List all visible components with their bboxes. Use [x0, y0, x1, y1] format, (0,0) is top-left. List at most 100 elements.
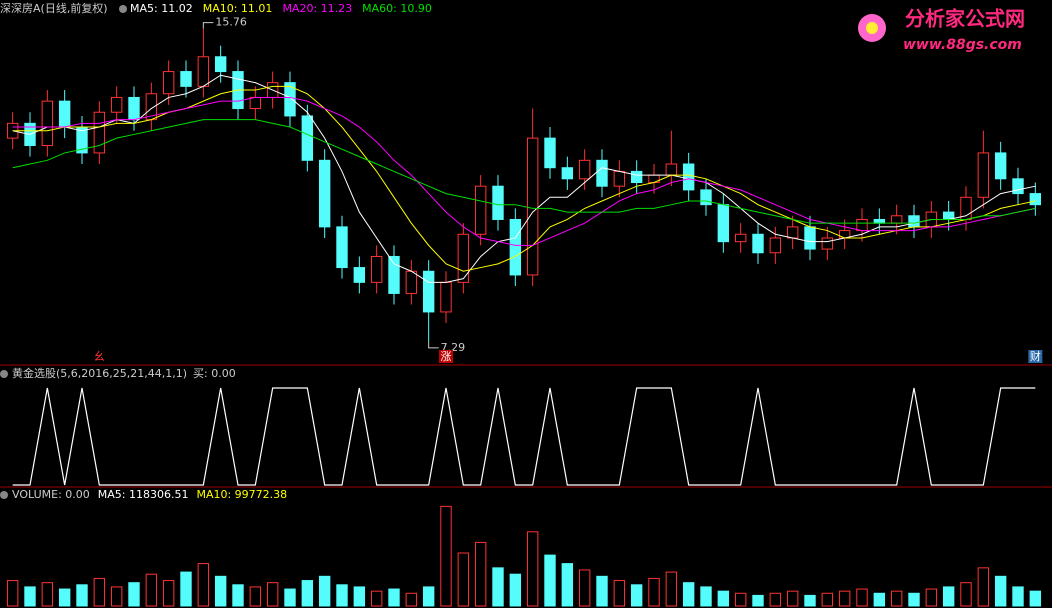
volume-bar	[93, 577, 106, 607]
volume-bar	[769, 592, 782, 607]
marker-box	[92, 350, 107, 363]
volume-bar	[388, 588, 400, 607]
volume-bar	[700, 586, 712, 607]
candle-body	[665, 163, 678, 176]
annotation-leader	[202, 22, 214, 29]
candle-body	[804, 226, 816, 250]
volume-bar	[370, 590, 383, 607]
volume-bar	[838, 590, 851, 607]
volume-bar	[336, 584, 348, 607]
volume-bar	[578, 569, 591, 607]
candle-body	[509, 218, 522, 276]
volume-bar	[630, 584, 643, 607]
stock-title: 深深房A(日线,前复权)	[0, 1, 108, 15]
volume-bar	[214, 575, 227, 607]
volume-bar	[1029, 590, 1042, 607]
candle-body	[700, 189, 712, 206]
logo-url: www.88gs.com	[903, 37, 1022, 53]
ma-line	[12, 85, 1036, 272]
marker: 幺	[94, 349, 105, 363]
volume-bar	[665, 571, 678, 607]
volume-bar	[717, 590, 730, 607]
legend-entry: MA5: 11.02	[130, 2, 193, 15]
legend-entry: MA10: 11.01	[203, 2, 273, 15]
ma-line	[12, 74, 1036, 283]
volume-bar	[925, 588, 938, 607]
volume-bar	[544, 554, 556, 607]
candle-body	[440, 281, 452, 313]
indicator-title: 黄金选股(5,6,2016,25,21,44,1,1)	[12, 366, 187, 380]
volume-bar	[492, 567, 504, 607]
candle-body	[336, 226, 348, 269]
candle-body	[474, 185, 487, 235]
volume-bar	[353, 586, 366, 607]
candle-body	[561, 167, 574, 180]
candle-body	[41, 100, 54, 147]
annotation-leader	[428, 341, 439, 349]
icon	[0, 491, 8, 499]
volume-bar	[509, 573, 522, 607]
ma-line	[12, 119, 1036, 224]
volume-bar	[180, 571, 192, 607]
candle-body	[249, 96, 262, 110]
volume-bar	[422, 586, 435, 607]
volume-bar	[596, 575, 608, 607]
candle-body	[58, 100, 71, 128]
indicator-readout: 买: 0.00	[193, 367, 236, 380]
candle-body	[422, 270, 435, 313]
candle-body	[769, 237, 782, 254]
volume-bar	[1012, 586, 1024, 607]
volume-bar	[561, 563, 574, 607]
volume-bar	[249, 586, 262, 607]
volume-bar	[405, 592, 418, 607]
volume-bar	[752, 594, 764, 607]
volume-bar	[24, 586, 36, 607]
volume-bar	[526, 531, 539, 607]
volume-bar	[994, 575, 1007, 607]
volume-bar	[786, 590, 799, 607]
volume-bar	[266, 582, 279, 607]
candle-body	[717, 204, 730, 243]
volume-bar	[145, 573, 158, 607]
volume-bar	[110, 586, 123, 607]
ma-line	[12, 96, 1036, 246]
candle-body	[596, 159, 608, 187]
volume-bar	[41, 582, 54, 607]
candle-body	[492, 185, 504, 220]
volume-bar	[162, 580, 175, 607]
candle-body	[752, 233, 764, 254]
marker: 涨	[441, 350, 452, 363]
volume-bar	[821, 592, 834, 607]
logo-name: 分析家公式网	[905, 7, 1025, 31]
marker-box	[1028, 350, 1043, 363]
volume-bar	[960, 582, 972, 607]
candle-body	[180, 71, 192, 87]
volume-bar	[232, 584, 244, 607]
candle-body	[734, 233, 747, 243]
candle-body	[457, 233, 470, 283]
indicator-readout: MA10: 99772.38	[196, 488, 287, 501]
candle-body	[544, 137, 556, 169]
legend-entry: MA20: 11.23	[282, 2, 352, 15]
candle-body	[994, 152, 1007, 180]
high-label: 15.76	[215, 16, 247, 29]
volume-bar	[457, 552, 470, 607]
candle-body	[405, 270, 418, 294]
candle-body	[93, 111, 106, 154]
volume-bar	[197, 563, 210, 607]
candle-body	[977, 152, 990, 198]
volume-bar	[58, 588, 71, 607]
volume-bar	[440, 505, 452, 607]
candle-body	[301, 115, 314, 161]
marker-box	[439, 350, 453, 363]
logo-flower	[866, 22, 878, 34]
candle-body	[630, 170, 643, 183]
volume-bar	[682, 582, 695, 607]
volume-bar	[318, 575, 331, 607]
candle-body	[1012, 178, 1024, 195]
volume-bar	[648, 577, 660, 607]
candle-body	[908, 215, 920, 228]
candle-body	[197, 56, 210, 87]
